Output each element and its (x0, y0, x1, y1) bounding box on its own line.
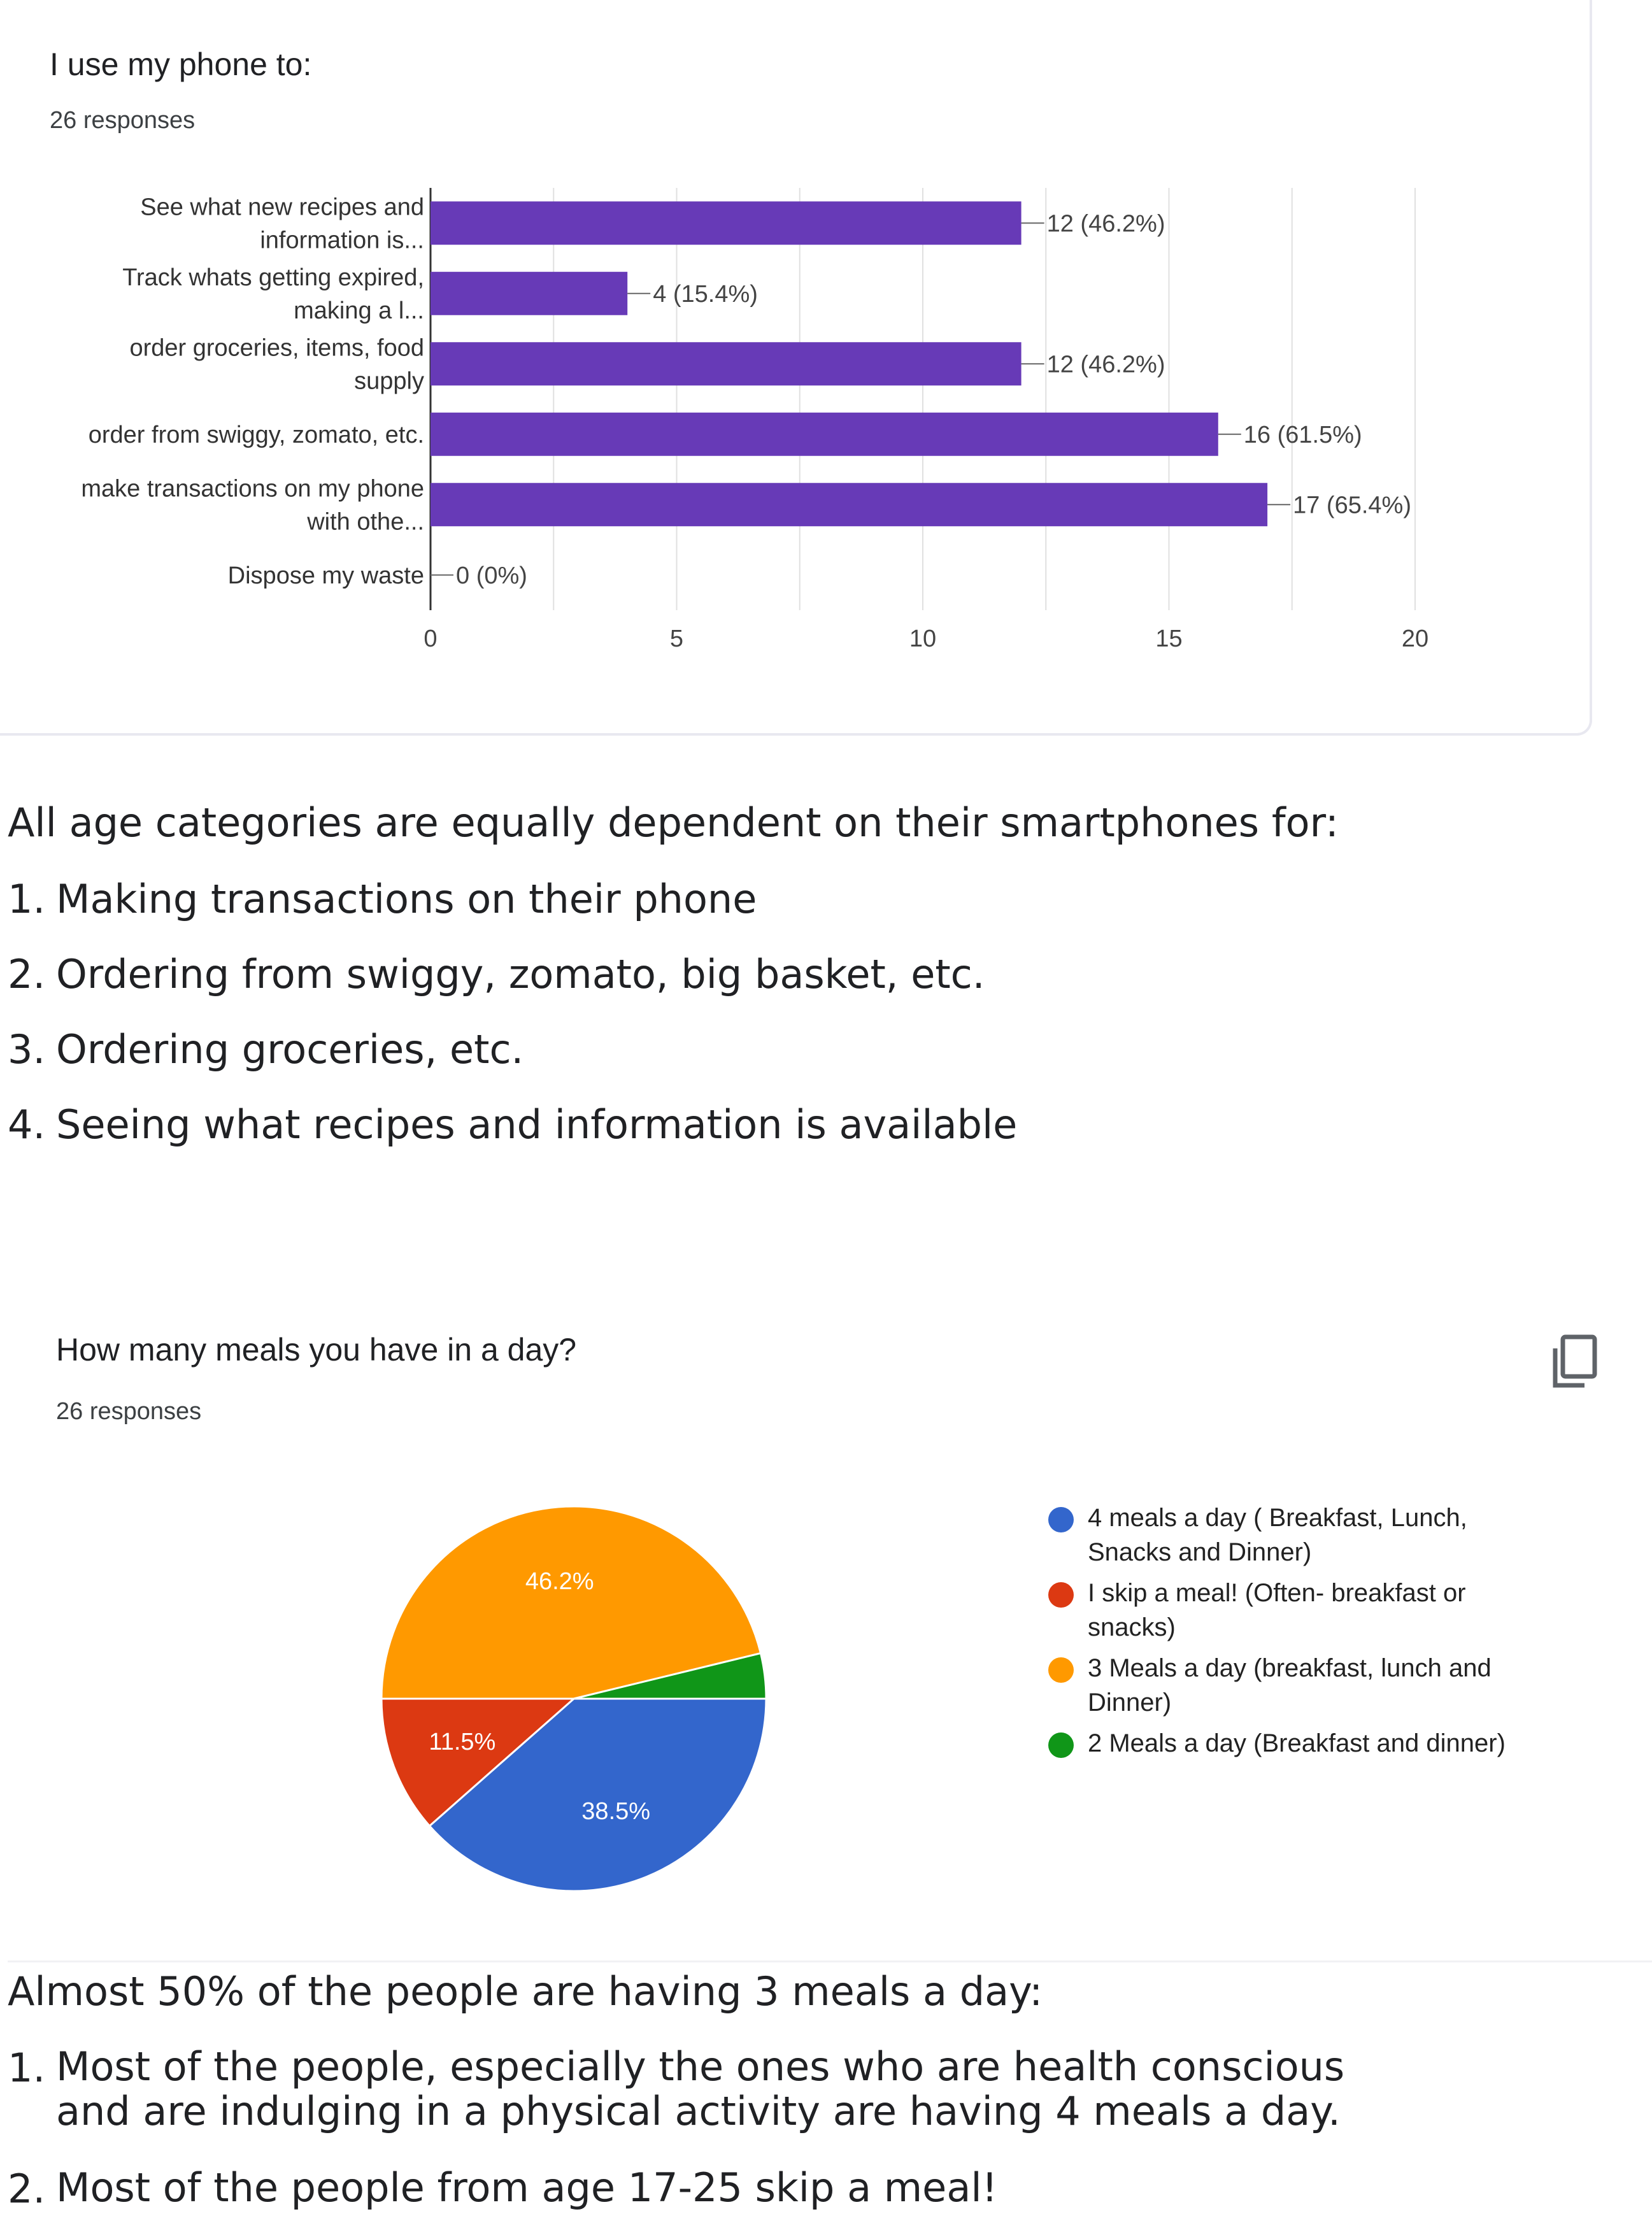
pie-chart: 38.5% 11.5% 46.2% (380, 1505, 767, 1892)
list-item-text: Making transactions on their phone (56, 876, 757, 922)
divider (8, 1960, 1652, 1962)
bar (431, 342, 1022, 386)
legend-label: I skip a meal! (Often- breakfast or snac… (1088, 1579, 1466, 1641)
data-label: 0 (0%) (456, 562, 527, 589)
category-label: Dispose my waste (228, 562, 424, 589)
pie-slice (380, 1697, 576, 1827)
category-label: information is... (260, 227, 424, 254)
bar-chart-response-count: 26 responses (50, 107, 196, 134)
bar (431, 271, 628, 315)
pie-chart-legend: 4 meals a day ( Breakfast, Lunch, Snacks… (1048, 1501, 1558, 1767)
data-label: 16 (61.5%) (1244, 422, 1362, 448)
category-label: order from swiggy, zomato, etc. (89, 422, 424, 448)
data-label: 12 (46.2%) (1047, 210, 1165, 237)
x-tick-label: 10 (909, 625, 936, 652)
bar-chart: 0 5 10 15 20 12 (46.2%) See what new recipes a… (81, 188, 1428, 652)
category-label: supply (354, 368, 424, 394)
pie-slice (428, 1697, 767, 1892)
list-item-text: Ordering groceries, etc. (56, 1026, 524, 1073)
findings-heading-1: All age categories are equally dependent… (8, 799, 1339, 846)
list-item-line: Most of the people from age 17-25 skip a… (56, 2164, 998, 2211)
pie-slice (573, 1652, 767, 1700)
findings-section-2: Almost 50% of the people are having 3 me… (8, 1968, 1043, 2015)
findings-section-1: All age categories are equally dependent… (8, 799, 1339, 846)
category-label: See what new recipes and (140, 194, 424, 220)
list-number: 4. (8, 1101, 46, 1148)
x-tick-label: 15 (1155, 625, 1182, 652)
data-label: 12 (46.2%) (1047, 351, 1165, 378)
bar (431, 412, 1218, 456)
copy-icon[interactable] (1551, 1334, 1599, 1389)
x-tick-label: 0 (424, 625, 437, 652)
legend-label: 2 Meals a day (Breakfast and dinner) (1088, 1729, 1506, 1757)
list-number: 3. (8, 1026, 46, 1073)
x-tick-label: 5 (670, 625, 683, 652)
bar-chart-card: I use my phone to: 26 responses 0 5 10 15 20… (0, 0, 1592, 736)
data-label: 4 (15.4%) (653, 281, 758, 308)
legend-item: I skip a meal! (Often- breakfast or snac… (1048, 1576, 1558, 1645)
category-label: making a l... (294, 297, 424, 324)
category-label: Track whats getting expired, (122, 264, 424, 291)
list-number: 1. (8, 876, 46, 922)
legend-label: 3 Meals a day (breakfast, lunch and Dinn… (1088, 1654, 1492, 1717)
pie-slice-label: 38.5% (581, 1798, 650, 1825)
category-label: order groceries, items, food (129, 334, 424, 361)
list-number: 2. (8, 951, 46, 997)
list-item-line: Most of the people, especially the ones … (56, 2043, 1345, 2090)
findings-heading-2: Almost 50% of the people are having 3 me… (8, 1968, 1043, 2015)
list-number: 2. (8, 2166, 46, 2212)
category-label: with othe... (306, 508, 424, 535)
list-number: 1. (8, 2045, 46, 2091)
legend-label: 4 meals a day ( Breakfast, Lunch, Snacks… (1088, 1504, 1467, 1566)
bar-chart-title: I use my phone to: (50, 46, 312, 82)
pie-slice (380, 1505, 762, 1700)
list-item-text: Ordering from swiggy, zomato, big basket… (56, 951, 985, 997)
bar (431, 483, 1268, 527)
legend-item: 2 Meals a day (Breakfast and dinner) (1048, 1726, 1558, 1760)
x-tick-label: 20 (1402, 625, 1428, 652)
legend-item: 4 meals a day ( Breakfast, Lunch, Snacks… (1048, 1501, 1558, 1569)
legend-swatch (1048, 1582, 1074, 1608)
pie-chart-title: How many meals you have in a day? (56, 1332, 577, 1368)
legend-item: 3 Meals a day (breakfast, lunch and Dinn… (1048, 1651, 1558, 1720)
pie-slice-label: 11.5% (429, 1729, 495, 1755)
list-item-line: and are indulging in a physical activity… (56, 2088, 1341, 2134)
category-label: make transactions on my phone (81, 475, 424, 502)
legend-swatch (1048, 1732, 1074, 1758)
list-item-text: Seeing what recipes and information is a… (56, 1101, 1018, 1148)
bar (431, 201, 1022, 245)
data-label: 17 (65.4%) (1293, 492, 1411, 518)
pie-slice-label: 46.2% (525, 1568, 594, 1595)
legend-swatch (1048, 1657, 1074, 1683)
legend-swatch (1048, 1507, 1074, 1532)
pie-chart-response-count: 26 responses (56, 1398, 202, 1425)
